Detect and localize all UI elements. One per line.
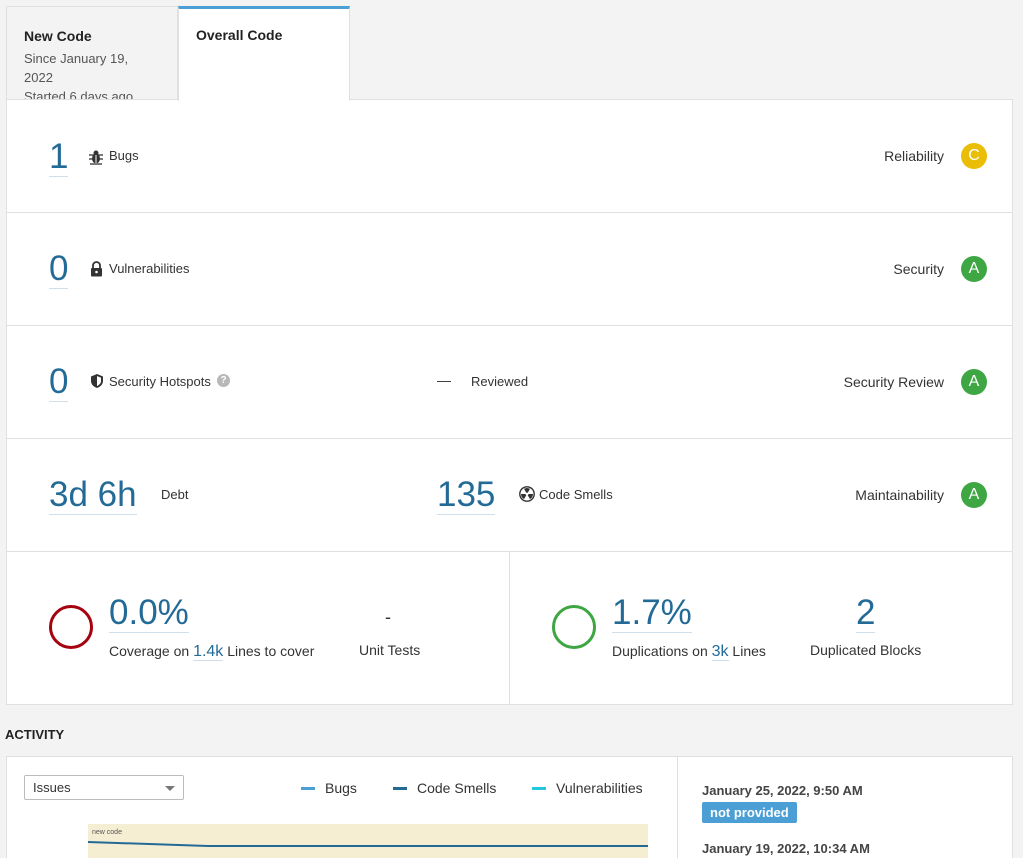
activity-graph-section: Issues Bugs Code Smells Vulnerabilities … [7,757,677,858]
debt-value-link[interactable]: 3d 6h [49,475,137,515]
legend-code-smells[interactable]: Code Smells [393,779,496,797]
security-label: Security [893,261,944,277]
code-smells-trend-line [88,841,648,847]
section-divider [509,551,510,705]
duplications-caption: Duplications on 3k Lines [612,642,766,661]
reliability-label: Reliability [884,148,944,164]
coverage-duplications-row: 0.0% Coverage on 1.4k Lines to cover - U… [7,551,1012,705]
maintainability-grade-badge[interactable]: A [961,482,987,508]
bug-icon [89,150,103,165]
new-code-marker-label: new code [92,829,122,836]
legend-bugs-swatch [301,787,315,790]
shield-icon [91,374,103,388]
coverage-suffix: Lines to cover [227,643,315,659]
legend-code-smells-label: Code Smells [417,780,497,796]
legend-vulnerabilities-label: Vulnerabilities [556,780,643,796]
hotspots-label: Security Hotspots [109,374,211,389]
bugs-row: 1 Bugs Reliability C [7,100,1012,213]
security-hotspots-row: 0 Security Hotspots ? — Reviewed Securit… [7,326,1012,439]
coverage-value-link[interactable]: 0.0% [109,593,189,633]
tab-new-code[interactable]: New Code Since January 19, 2022 Started … [6,6,178,104]
reliability-grade-badge[interactable]: C [961,143,987,169]
hotspots-count-link[interactable]: 0 [49,362,69,402]
graph-type-select[interactable]: Issues [24,775,184,800]
measures-panel: 1 Bugs Reliability C 0 Vulnerabilities S… [6,99,1013,705]
code-smells-count-link[interactable]: 135 [437,475,496,515]
tab-new-code-since: Since January 19, 2022 [24,51,129,85]
unit-tests-label: Unit Tests [359,642,421,658]
activity-separator [677,757,678,858]
legend-vulnerabilities[interactable]: Vulnerabilities [532,779,643,797]
version-badge: not provided [702,802,797,823]
security-review-label: Security Review [843,374,944,390]
coverage-caption: Coverage on 1.4k Lines to cover [109,642,314,661]
coverage-section: 0.0% Coverage on 1.4k Lines to cover - U… [7,551,509,705]
security-grade-badge[interactable]: A [961,256,987,282]
radiation-icon [519,486,535,502]
legend-vulnerabilities-swatch [532,787,546,790]
maintainability-label: Maintainability [855,487,944,503]
period-tabs: New Code Since January 19, 2022 Started … [6,6,350,104]
help-icon[interactable]: ? [217,374,230,387]
coverage-ring-icon [49,605,93,649]
duplications-section: 1.7% Duplications on 3k Lines 2 Duplicat… [510,551,1012,705]
coverage-lines-link[interactable]: 1.4k [193,643,224,661]
security-review-grade-badge[interactable]: A [961,369,987,395]
duplications-prefix: Duplications on [612,643,708,659]
legend-bugs[interactable]: Bugs [301,779,357,797]
reviewed-value: — [437,372,451,388]
debt-label: Debt [161,487,189,502]
duplications-lines-link[interactable]: 3k [711,643,729,661]
tab-overall-code[interactable]: Overall Code [178,6,350,101]
bugs-count-link[interactable]: 1 [49,137,69,177]
graph-type-select-value: Issues [33,780,71,795]
duplications-suffix: Lines [732,643,766,659]
legend-bugs-label: Bugs [325,780,357,796]
unit-tests-value: - [385,607,391,627]
vulnerabilities-label: Vulnerabilities [109,261,190,276]
activity-event-date: January 25, 2022, 9:50 AM [702,783,863,798]
activity-chart-new-code-area: new code [88,824,648,858]
tab-new-code-title: New Code [24,28,92,44]
vulnerabilities-count-link[interactable]: 0 [49,249,69,289]
chevron-down-icon [165,786,175,791]
tab-overall-code-title: Overall Code [196,27,283,43]
activity-heading: ACTIVITY [5,727,65,742]
duplicated-blocks-link[interactable]: 2 [856,593,876,633]
duplicated-blocks-label: Duplicated Blocks [810,642,922,658]
duplications-value-link[interactable]: 1.7% [612,593,692,633]
lock-icon [91,261,102,277]
activity-event-date: January 19, 2022, 10:34 AM [702,841,870,856]
vulnerabilities-row: 0 Vulnerabilities Security A [7,213,1012,326]
maintainability-row: 3d 6h Debt 135 Code Smells Maintainabili… [7,439,1012,552]
reviewed-label: Reviewed [471,374,529,389]
coverage-prefix: Coverage on [109,643,190,659]
activity-panel: Issues Bugs Code Smells Vulnerabilities … [6,756,1013,858]
duplications-ring-icon [552,605,596,649]
bugs-label: Bugs [109,148,139,163]
legend-code-smells-swatch [393,787,407,790]
code-smells-label: Code Smells [539,487,613,502]
